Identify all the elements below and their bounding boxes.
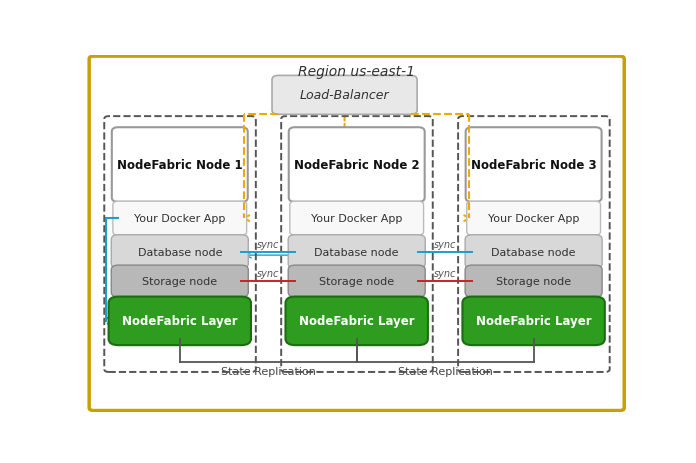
FancyBboxPatch shape — [466, 128, 601, 202]
Text: sync: sync — [434, 269, 457, 279]
FancyBboxPatch shape — [89, 57, 624, 411]
Text: Your Docker App: Your Docker App — [488, 213, 579, 224]
Text: Your Docker App: Your Docker App — [311, 213, 402, 224]
FancyBboxPatch shape — [272, 76, 417, 115]
FancyBboxPatch shape — [465, 266, 602, 297]
FancyBboxPatch shape — [111, 266, 248, 297]
Text: Availability Zone 2: Availability Zone 2 — [308, 129, 405, 138]
Text: Database node: Database node — [491, 247, 576, 257]
Text: sync: sync — [257, 269, 279, 279]
FancyBboxPatch shape — [290, 202, 424, 236]
Text: NodeFabric Node 2: NodeFabric Node 2 — [294, 159, 420, 172]
FancyBboxPatch shape — [289, 128, 425, 202]
FancyBboxPatch shape — [465, 235, 602, 269]
Text: Region us-east-1: Region us-east-1 — [298, 65, 416, 79]
FancyBboxPatch shape — [109, 297, 251, 345]
FancyBboxPatch shape — [467, 202, 601, 236]
Text: NodeFabric Layer: NodeFabric Layer — [299, 315, 415, 328]
Text: Availability Zone 3: Availability Zone 3 — [485, 129, 583, 138]
Text: Load-Balancer: Load-Balancer — [300, 89, 389, 102]
Text: Storage node: Storage node — [496, 276, 571, 287]
Text: Storage node: Storage node — [142, 276, 217, 287]
Text: sync: sync — [434, 239, 457, 249]
Text: NodeFabric Node 3: NodeFabric Node 3 — [470, 159, 596, 172]
Text: NodeFabric Node 1: NodeFabric Node 1 — [117, 159, 243, 172]
Text: Availability Zone 1: Availability Zone 1 — [132, 129, 228, 138]
Text: State Replication: State Replication — [221, 366, 316, 376]
FancyBboxPatch shape — [462, 297, 605, 345]
Text: NodeFabric Layer: NodeFabric Layer — [476, 315, 592, 328]
Text: Database node: Database node — [138, 247, 222, 257]
FancyBboxPatch shape — [111, 235, 248, 269]
Text: Your Docker App: Your Docker App — [134, 213, 226, 224]
FancyBboxPatch shape — [113, 202, 246, 236]
Text: Storage node: Storage node — [319, 276, 394, 287]
FancyBboxPatch shape — [285, 297, 428, 345]
Text: NodeFabric Layer: NodeFabric Layer — [122, 315, 237, 328]
FancyBboxPatch shape — [112, 128, 248, 202]
Text: sync: sync — [257, 239, 279, 249]
FancyBboxPatch shape — [288, 266, 425, 297]
Text: Database node: Database node — [315, 247, 399, 257]
Text: State Replication: State Replication — [397, 366, 493, 376]
FancyBboxPatch shape — [288, 235, 425, 269]
